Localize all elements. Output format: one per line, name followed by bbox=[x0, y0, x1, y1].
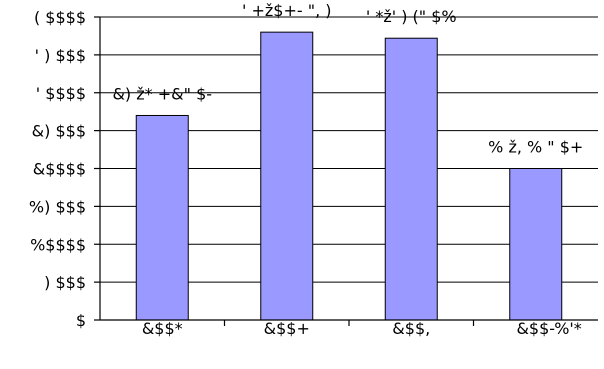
y-tick-label: &) $$$ bbox=[32, 122, 86, 141]
data-label: ' *ž' ) (" $% bbox=[366, 7, 457, 26]
x-extra-label: %'* bbox=[554, 319, 582, 338]
y-tick-label: ) $$$ bbox=[44, 273, 86, 292]
y-tick-label: &$$$$ bbox=[33, 160, 86, 179]
bar bbox=[260, 31, 314, 321]
y-tick-label: ' $$$$ bbox=[36, 84, 86, 103]
data-label: ' +ž$+- ", ) bbox=[242, 1, 332, 20]
data-label: &) ž* +&" $- bbox=[112, 84, 212, 103]
y-tick-label: %$$$$ bbox=[30, 235, 86, 254]
bar bbox=[509, 168, 563, 321]
bar bbox=[384, 37, 438, 321]
y-tick-label: $ bbox=[76, 311, 86, 330]
y-tick-label: %) $$$ bbox=[29, 197, 86, 216]
x-tick-label: &$$* bbox=[142, 319, 183, 338]
y-tick-label: ' ) $$$ bbox=[35, 46, 86, 65]
x-tick-label: &$$, bbox=[392, 319, 430, 338]
data-label: % ž, % " $+ bbox=[488, 138, 583, 157]
x-tick-labels: &$$* &$$+ &$$, &$$- bbox=[142, 319, 555, 338]
bar bbox=[135, 114, 189, 321]
x-tick-label: &$$+ bbox=[264, 319, 310, 338]
y-tick-labels: $ ) $$$ %$$$$ %) $$$ &$$$$ &) $$$ ' $$$$ ' ) $$… bbox=[29, 8, 86, 330]
x-tick-label: &$$- bbox=[516, 319, 555, 338]
axes bbox=[94, 16, 598, 326]
data-labels: &) ž* +&" $- ' +ž$+- ", ) ' *ž' ) (" $% % ž… bbox=[112, 1, 583, 156]
bars bbox=[135, 31, 563, 321]
y-tick-label: ( $$$$ bbox=[34, 8, 86, 27]
